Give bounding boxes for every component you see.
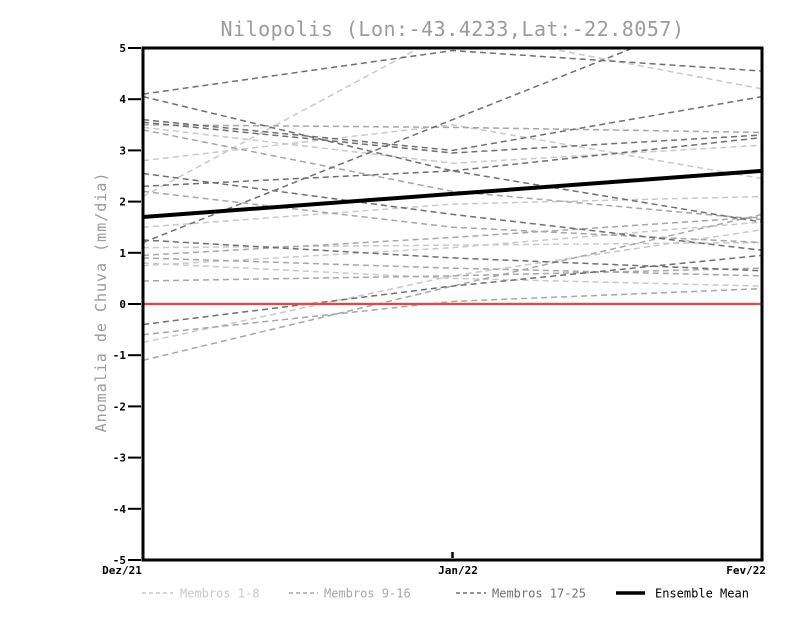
member-line: [143, 190, 762, 244]
y-tick-label: 1: [119, 247, 126, 260]
member-line: [143, 95, 762, 152]
y-tick-label: 0: [119, 298, 126, 311]
member-line: [143, 257, 762, 277]
legend-label: Membros 1-8: [180, 587, 259, 601]
legend-label: Ensemble Mean: [655, 587, 749, 601]
y-tick-label: 5: [119, 42, 126, 55]
ensemble-mean-line: [142, 168, 763, 219]
y-tick-label: -5: [113, 554, 126, 567]
member-line: [143, 229, 762, 344]
y-tick-label: 2: [119, 196, 126, 209]
member-lines-layer: [143, 48, 762, 362]
member-line: [143, 126, 762, 164]
y-tick-label: -3: [113, 452, 126, 465]
member-line: [143, 216, 762, 257]
member-line: [143, 124, 762, 180]
legend-label: Membros 17-25: [492, 587, 586, 601]
member-line: [143, 48, 636, 244]
member-line: [143, 239, 762, 272]
member-line: [143, 267, 762, 282]
member-line: [143, 48, 762, 198]
x-tick-label: Jan/22: [438, 564, 478, 577]
member-line: [143, 287, 762, 336]
member-line: [143, 95, 762, 223]
member-line: [143, 195, 762, 228]
legend: Membros 1-8 Membros 9-16 Membros 17-25 Ense…: [142, 587, 749, 601]
y-tick-label: -4: [113, 503, 127, 516]
y-tick-label: -1: [113, 349, 127, 362]
x-tick-label: Fev/22: [726, 564, 766, 577]
chart-title: Nilopolis (Lon:-43.4233,Lat:-22.8057): [220, 17, 685, 41]
member-line: [143, 254, 762, 326]
member-line: [143, 221, 762, 267]
y-tick-label: 3: [119, 144, 126, 157]
member-line: [143, 124, 762, 134]
member-line: [143, 262, 762, 287]
x-tick-label: Dez/21: [102, 564, 142, 577]
member-line: [143, 213, 762, 362]
legend-label: Membros 9-16: [324, 587, 411, 601]
member-line: [143, 49, 762, 95]
member-line: [143, 172, 762, 251]
plot-frame: [141, 46, 764, 562]
y-tick-label: -2: [113, 400, 126, 413]
member-line: [143, 136, 762, 187]
member-line: [143, 121, 762, 154]
member-line: [143, 241, 762, 249]
y-tick-label: 4: [119, 93, 126, 106]
member-line: [143, 129, 762, 221]
